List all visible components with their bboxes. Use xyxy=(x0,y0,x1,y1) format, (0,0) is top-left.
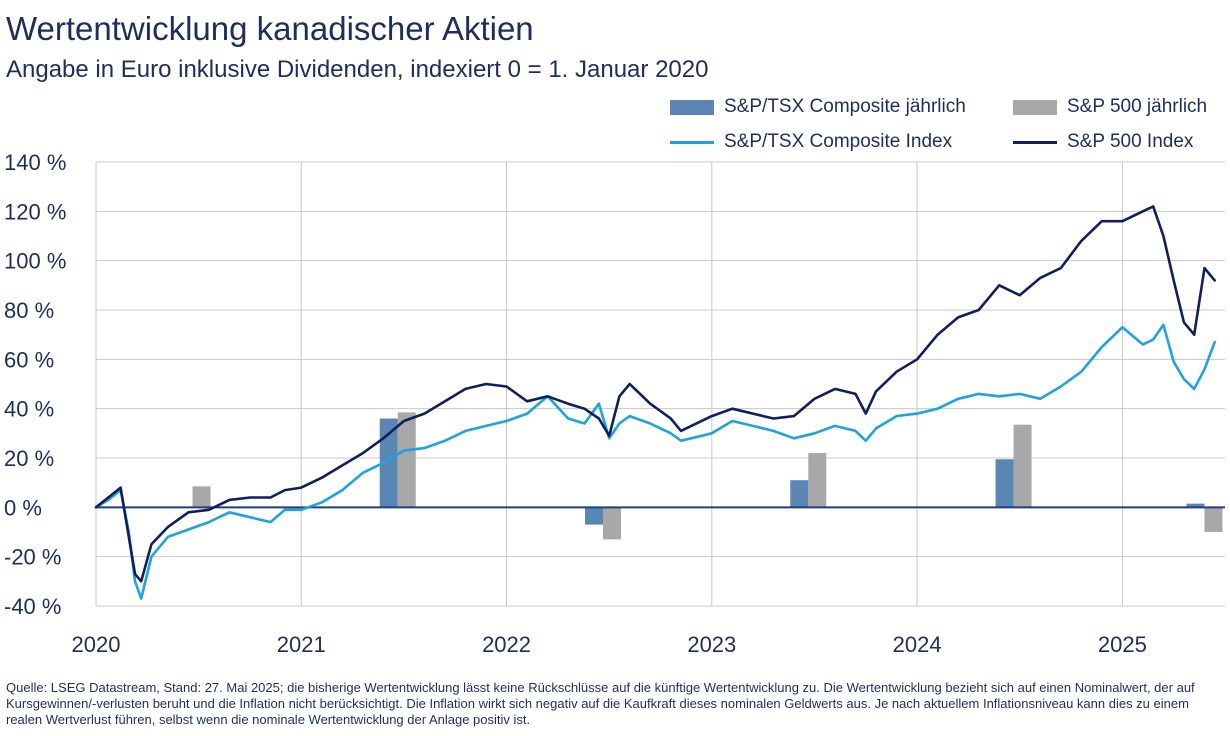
legend-item-tsx-annual: S&P/TSX Composite jährlich xyxy=(670,96,966,118)
sp-annual-swatch xyxy=(1013,99,1057,115)
line-tsx-index xyxy=(94,323,1216,600)
legend-item-tsx-index: S&P/TSX Composite Index xyxy=(670,131,952,153)
axis-label-layer: -40 % -20 % 0 % 20 % 40 % 60 % 80 % 100 % 120 % 1… xyxy=(4,150,1147,657)
x-tick-label: 2025 xyxy=(1098,632,1147,657)
bar-sp-annual xyxy=(1013,424,1032,508)
bar-tsx-annual xyxy=(995,459,1014,508)
x-tick-label: 2024 xyxy=(893,632,942,657)
y-tick-label: 140 % xyxy=(4,150,66,175)
x-tick-label: 2021 xyxy=(277,632,326,657)
y-tick-label: 0 % xyxy=(4,495,42,520)
legend-label-tsx-annual: S&P/TSX Composite jährlich xyxy=(724,96,966,117)
bar-sp-annual xyxy=(1204,507,1223,532)
bar-sp-annual xyxy=(603,507,622,540)
legend-label-sp-index: S&P 500 Index xyxy=(1067,131,1194,152)
chart-subtitle: Angabe in Euro inklusive Dividenden, ind… xyxy=(6,56,709,83)
bar-tsx-annual xyxy=(1186,503,1205,508)
legend-label-sp-annual: S&P 500 jährlich xyxy=(1067,96,1208,117)
source-note: Quelle: LSEG Datastream, Stand: 27. Mai … xyxy=(6,680,1195,727)
bar-sp-annual xyxy=(192,486,211,508)
chart-title: Wertentwicklung kanadischer Aktien xyxy=(6,10,534,47)
x-tick-label: 2020 xyxy=(72,632,121,657)
y-tick-label: -20 % xyxy=(4,545,61,570)
y-tick-label: 100 % xyxy=(4,249,66,274)
chart-area: -40 % -20 % 0 % 20 % 40 % 60 % 80 % 100 % 120 % 1… xyxy=(4,150,1225,657)
legend-label-tsx-index: S&P/TSX Composite Index xyxy=(724,131,953,152)
tsx-annual-swatch xyxy=(670,99,714,115)
y-tick-label: 40 % xyxy=(4,397,54,422)
legend-item-sp-index: S&P 500 Index xyxy=(1013,131,1193,153)
line-layer xyxy=(94,205,1216,600)
bar-tsx-annual xyxy=(585,507,604,525)
bar-sp-annual xyxy=(397,412,416,508)
y-tick-label: 80 % xyxy=(4,298,54,323)
bar-layer xyxy=(192,412,1223,540)
x-tick-label: 2022 xyxy=(482,632,531,657)
grid-layer xyxy=(95,161,1225,607)
legend-item-sp-annual: S&P 500 jährlich xyxy=(1013,96,1207,118)
bar-tsx-annual xyxy=(790,480,809,508)
y-tick-label: 20 % xyxy=(4,446,54,471)
sp-index-swatch xyxy=(1013,140,1057,144)
bar-tsx-annual xyxy=(379,418,398,508)
x-tick-label: 2023 xyxy=(687,632,736,657)
y-tick-label: 60 % xyxy=(4,347,54,372)
line-sp-index xyxy=(94,205,1216,583)
bar-sp-annual xyxy=(808,453,827,508)
tsx-index-swatch xyxy=(670,140,714,144)
y-tick-label: -40 % xyxy=(4,594,61,619)
y-tick-label: 120 % xyxy=(4,199,66,224)
